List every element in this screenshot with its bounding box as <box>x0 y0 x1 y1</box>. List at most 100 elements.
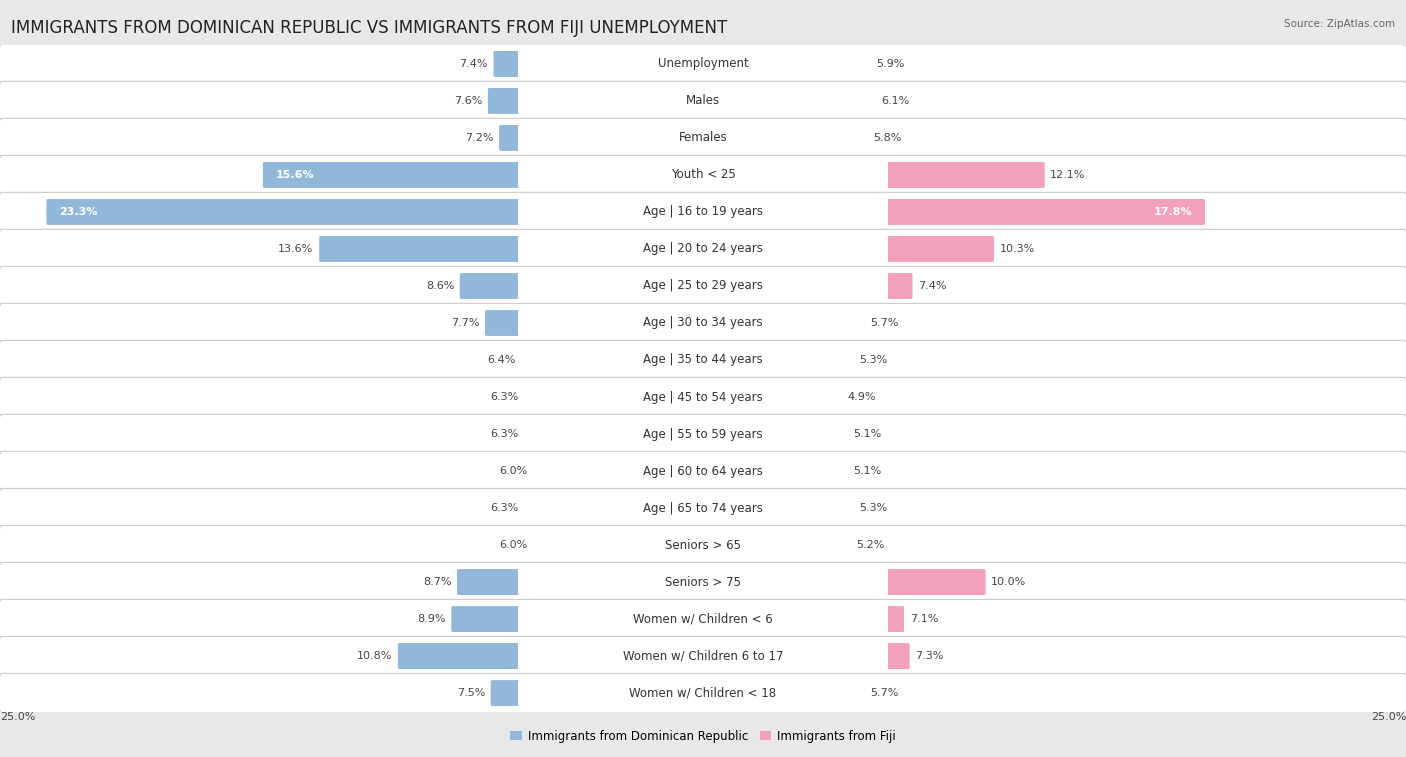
Text: Age | 20 to 24 years: Age | 20 to 24 years <box>643 242 763 255</box>
FancyBboxPatch shape <box>702 495 853 521</box>
Text: 7.3%: 7.3% <box>915 651 943 661</box>
FancyBboxPatch shape <box>702 310 865 336</box>
FancyBboxPatch shape <box>517 161 889 189</box>
FancyBboxPatch shape <box>46 199 704 225</box>
FancyBboxPatch shape <box>517 383 889 411</box>
Text: Age | 60 to 64 years: Age | 60 to 64 years <box>643 465 763 478</box>
Text: 7.7%: 7.7% <box>451 318 479 328</box>
FancyBboxPatch shape <box>0 525 1406 565</box>
FancyBboxPatch shape <box>0 637 1406 676</box>
Text: Seniors > 65: Seniors > 65 <box>665 538 741 552</box>
Text: 7.4%: 7.4% <box>460 59 488 69</box>
FancyBboxPatch shape <box>702 680 865 706</box>
Text: 7.4%: 7.4% <box>918 281 946 291</box>
Text: 5.7%: 5.7% <box>870 688 898 698</box>
FancyBboxPatch shape <box>488 88 704 114</box>
FancyBboxPatch shape <box>517 531 889 559</box>
FancyBboxPatch shape <box>517 50 889 78</box>
FancyBboxPatch shape <box>702 384 842 410</box>
FancyBboxPatch shape <box>702 273 912 299</box>
Text: 8.9%: 8.9% <box>418 614 446 624</box>
Text: Youth < 25: Youth < 25 <box>671 169 735 182</box>
Text: Seniors > 75: Seniors > 75 <box>665 575 741 588</box>
FancyBboxPatch shape <box>702 606 904 632</box>
Text: 7.6%: 7.6% <box>454 96 482 106</box>
Text: 7.1%: 7.1% <box>910 614 938 624</box>
FancyBboxPatch shape <box>460 273 704 299</box>
FancyBboxPatch shape <box>0 488 1406 528</box>
FancyBboxPatch shape <box>0 118 1406 157</box>
FancyBboxPatch shape <box>0 600 1406 639</box>
FancyBboxPatch shape <box>517 124 889 152</box>
FancyBboxPatch shape <box>319 236 704 262</box>
FancyBboxPatch shape <box>0 414 1406 453</box>
Text: Age | 65 to 74 years: Age | 65 to 74 years <box>643 502 763 515</box>
Text: 6.3%: 6.3% <box>491 429 519 439</box>
Text: 6.3%: 6.3% <box>491 503 519 513</box>
Text: 10.0%: 10.0% <box>991 577 1026 587</box>
FancyBboxPatch shape <box>524 384 704 410</box>
Text: Age | 25 to 29 years: Age | 25 to 29 years <box>643 279 763 292</box>
FancyBboxPatch shape <box>517 198 889 226</box>
Text: 17.8%: 17.8% <box>1154 207 1192 217</box>
FancyBboxPatch shape <box>702 199 1205 225</box>
FancyBboxPatch shape <box>0 81 1406 120</box>
FancyBboxPatch shape <box>517 457 889 485</box>
FancyBboxPatch shape <box>702 347 853 373</box>
FancyBboxPatch shape <box>0 378 1406 416</box>
Text: Age | 45 to 54 years: Age | 45 to 54 years <box>643 391 763 403</box>
FancyBboxPatch shape <box>0 192 1406 232</box>
FancyBboxPatch shape <box>0 155 1406 195</box>
Text: 25.0%: 25.0% <box>1371 712 1406 721</box>
Text: 5.8%: 5.8% <box>873 133 901 143</box>
Text: 25.0%: 25.0% <box>0 712 35 721</box>
FancyBboxPatch shape <box>702 236 994 262</box>
Text: 5.9%: 5.9% <box>876 59 904 69</box>
Text: 8.6%: 8.6% <box>426 281 454 291</box>
FancyBboxPatch shape <box>522 347 704 373</box>
FancyBboxPatch shape <box>517 494 889 522</box>
Text: 4.9%: 4.9% <box>848 392 876 402</box>
Text: Women w/ Children < 6: Women w/ Children < 6 <box>633 612 773 625</box>
FancyBboxPatch shape <box>0 229 1406 269</box>
FancyBboxPatch shape <box>494 51 704 77</box>
Text: 5.3%: 5.3% <box>859 503 887 513</box>
FancyBboxPatch shape <box>491 680 704 706</box>
FancyBboxPatch shape <box>517 87 889 115</box>
Text: Unemployment: Unemployment <box>658 58 748 70</box>
Text: 12.1%: 12.1% <box>1050 170 1085 180</box>
Text: 5.1%: 5.1% <box>853 429 882 439</box>
FancyBboxPatch shape <box>533 532 704 558</box>
Text: Males: Males <box>686 95 720 107</box>
Text: 23.3%: 23.3% <box>59 207 97 217</box>
Text: 13.6%: 13.6% <box>278 244 314 254</box>
Text: 8.7%: 8.7% <box>423 577 451 587</box>
Text: IMMIGRANTS FROM DOMINICAN REPUBLIC VS IMMIGRANTS FROM FIJI UNEMPLOYMENT: IMMIGRANTS FROM DOMINICAN REPUBLIC VS IM… <box>11 19 727 37</box>
FancyBboxPatch shape <box>0 341 1406 379</box>
Text: 5.1%: 5.1% <box>853 466 882 476</box>
Text: 6.4%: 6.4% <box>488 355 516 365</box>
FancyBboxPatch shape <box>702 643 910 669</box>
FancyBboxPatch shape <box>0 266 1406 306</box>
Text: 7.2%: 7.2% <box>465 133 494 143</box>
FancyBboxPatch shape <box>702 569 986 595</box>
FancyBboxPatch shape <box>517 605 889 633</box>
FancyBboxPatch shape <box>0 674 1406 712</box>
Text: 10.3%: 10.3% <box>1000 244 1035 254</box>
Text: Source: ZipAtlas.com: Source: ZipAtlas.com <box>1284 19 1395 29</box>
FancyBboxPatch shape <box>702 88 876 114</box>
FancyBboxPatch shape <box>451 606 704 632</box>
Text: 15.6%: 15.6% <box>276 170 314 180</box>
FancyBboxPatch shape <box>499 125 704 151</box>
FancyBboxPatch shape <box>702 458 848 484</box>
Text: Age | 30 to 34 years: Age | 30 to 34 years <box>643 316 763 329</box>
FancyBboxPatch shape <box>524 421 704 447</box>
FancyBboxPatch shape <box>702 421 848 447</box>
Text: 7.5%: 7.5% <box>457 688 485 698</box>
FancyBboxPatch shape <box>398 643 704 669</box>
FancyBboxPatch shape <box>517 568 889 596</box>
FancyBboxPatch shape <box>702 51 870 77</box>
FancyBboxPatch shape <box>0 304 1406 343</box>
Text: 10.8%: 10.8% <box>357 651 392 661</box>
Text: Age | 55 to 59 years: Age | 55 to 59 years <box>643 428 763 441</box>
